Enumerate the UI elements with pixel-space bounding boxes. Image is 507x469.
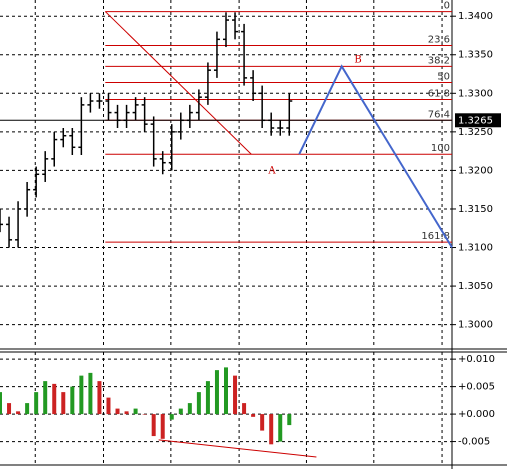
histogram-bar xyxy=(187,403,192,415)
ohlc-bar xyxy=(0,208,3,233)
histogram-bar xyxy=(88,372,93,415)
fib-level-label: 61.8 xyxy=(428,88,450,99)
y-tick-label: 1.3300 xyxy=(458,88,493,99)
ohlc-bar xyxy=(78,97,85,155)
ohlc-bar xyxy=(168,124,175,171)
histogram-bar xyxy=(196,392,201,415)
histogram-bar xyxy=(233,375,238,415)
histogram-bar xyxy=(25,403,30,415)
histogram-bar xyxy=(205,381,210,415)
ohlc-bar xyxy=(60,128,67,148)
ohlc-bar xyxy=(223,12,229,48)
y-tick-label: 1.3250 xyxy=(458,127,493,138)
y-tick-label: -0.005 xyxy=(458,437,490,448)
fib-trendline xyxy=(104,11,252,155)
ohlc-bar xyxy=(213,31,220,78)
histogram-bar xyxy=(115,408,120,415)
histogram-bar xyxy=(251,414,256,417)
histogram-bar xyxy=(61,392,66,415)
histogram-bar xyxy=(151,414,156,437)
histogram-bar xyxy=(260,414,265,431)
ohlc-bar xyxy=(15,201,22,248)
histogram-bar xyxy=(278,414,283,442)
histogram-bar xyxy=(43,381,48,415)
ohlc-bar xyxy=(96,93,103,109)
y-tick-label: 1.3200 xyxy=(458,165,493,176)
ohlc-bar xyxy=(232,12,239,40)
fib-level-label: 0 xyxy=(444,1,450,12)
fib-level-label: 76.4 xyxy=(428,109,450,120)
fib-level-label: 100 xyxy=(431,143,450,154)
histogram-bar xyxy=(124,411,129,415)
y-tick-label: +0.000 xyxy=(458,409,495,420)
histogram-bar xyxy=(0,392,2,415)
histogram-bar xyxy=(16,411,21,415)
last-price-box xyxy=(455,113,501,128)
ohlc-bar xyxy=(195,89,202,121)
ohlc-bar xyxy=(87,93,94,113)
histogram-bar xyxy=(269,414,274,445)
y-tick-label: 1.3000 xyxy=(458,320,493,331)
histogram-bar xyxy=(242,403,247,415)
fib-level-label: 23.6 xyxy=(428,34,450,45)
histogram-bar xyxy=(106,397,111,415)
histogram-bar xyxy=(169,414,174,420)
ohlc-bar xyxy=(150,116,157,167)
ohlc-bar xyxy=(24,181,31,217)
histogram-bar xyxy=(142,414,147,415)
histogram-bar xyxy=(178,408,183,415)
y-tick-label: 1.3150 xyxy=(458,204,493,215)
histogram-bar xyxy=(7,403,12,415)
y-tick-label: 1.3050 xyxy=(458,281,493,292)
wave-label: B xyxy=(354,55,361,66)
y-tick-label: +0.010 xyxy=(458,354,495,365)
histogram-bar xyxy=(52,383,57,415)
ohlc-bar xyxy=(6,216,13,248)
ohlc-bar xyxy=(286,93,293,136)
projection-line xyxy=(298,64,453,249)
ohlc-bar xyxy=(33,166,40,198)
ohlc-bar xyxy=(69,128,76,155)
histogram-bar xyxy=(79,375,84,415)
y-tick-label: +0.005 xyxy=(458,382,495,393)
histogram-bar xyxy=(133,408,138,415)
histogram-bar xyxy=(97,381,102,415)
y-tick-label: 1.3100 xyxy=(458,243,493,254)
histogram-bar xyxy=(34,392,39,415)
y-tick-label: 1.3400 xyxy=(458,11,493,22)
wave-label: A xyxy=(267,166,276,177)
last-price-label: 1.3265 xyxy=(458,115,493,126)
histogram-bar xyxy=(214,370,219,415)
ohlc-bar xyxy=(159,151,166,175)
histogram-bar xyxy=(287,414,292,426)
histogram-bar xyxy=(70,386,75,415)
fib-level-label: 161.8 xyxy=(421,231,450,242)
y-tick-label: 1.3350 xyxy=(458,50,493,61)
fib-level-label: 38.2 xyxy=(428,55,450,66)
histogram-bar xyxy=(160,414,165,439)
ohlc-bar xyxy=(250,70,257,102)
ohlc-bar xyxy=(241,23,248,86)
ohlc-bar xyxy=(105,93,112,121)
ohlc-bar xyxy=(277,120,284,136)
ohlc-bar xyxy=(42,151,49,182)
divergence-line xyxy=(158,439,317,458)
ohlc-bar xyxy=(141,97,148,132)
ohlc-bar xyxy=(132,97,139,121)
histogram-bar xyxy=(224,367,228,415)
ohlc-bar xyxy=(204,62,211,105)
fib-level-label: 50 xyxy=(437,72,450,83)
ohlc-bar xyxy=(51,131,58,167)
